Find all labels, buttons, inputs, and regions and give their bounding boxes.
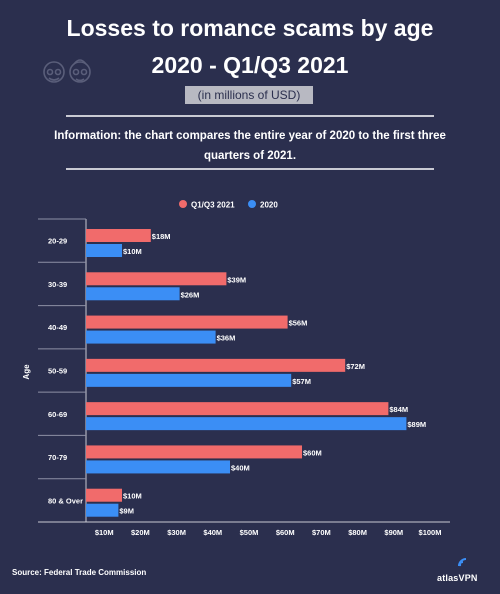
bar-data-label: $56M <box>289 319 308 328</box>
bar-data-label: $18M <box>152 232 171 241</box>
legend-marker <box>179 200 187 208</box>
bar <box>86 287 180 301</box>
bar <box>86 460 230 474</box>
x-tick-label: $70M <box>312 528 331 537</box>
category-label: 20-29 <box>48 237 67 246</box>
x-tick-label: $20M <box>131 528 150 537</box>
category-label: 50-59 <box>48 367 67 376</box>
atlasvpn-logo-icon <box>458 558 467 567</box>
bar <box>86 358 346 372</box>
bar-data-label: $26M <box>181 290 200 299</box>
x-tick-label: $60M <box>276 528 295 537</box>
category-label: 30-39 <box>48 280 67 289</box>
x-tick-label: $100M <box>419 528 442 537</box>
legend-label: 2020 <box>260 201 278 210</box>
title-line-2: 2020 - Q1/Q3 2021 <box>151 52 349 78</box>
bar <box>86 503 119 517</box>
x-tick-label: $80M <box>348 528 367 537</box>
bar <box>86 417 407 431</box>
category-label: 70-79 <box>48 453 67 462</box>
divider-top <box>66 115 434 117</box>
bar-data-label: $84M <box>389 405 408 414</box>
x-tick-label: $90M <box>384 528 403 537</box>
bar-data-label: $39M <box>227 275 246 284</box>
bar-data-label: $9M <box>119 507 134 516</box>
brand-name: atlasVPN <box>437 573 478 583</box>
x-tick-label: $30M <box>167 528 186 537</box>
bar <box>86 315 288 329</box>
bar-data-label: $40M <box>231 463 250 472</box>
bar <box>86 373 292 387</box>
bar <box>86 272 227 286</box>
category-label: 40-49 <box>48 323 67 332</box>
x-tick-label: $40M <box>203 528 222 537</box>
bar-data-label: $36M <box>217 334 236 343</box>
legend-marker <box>248 200 256 208</box>
elderly-couple-icon <box>43 59 91 83</box>
divider-bottom <box>66 168 434 170</box>
category-label: 60-69 <box>48 410 67 419</box>
bar-data-label: $10M <box>123 247 142 256</box>
source-note: Source: Federal Trade Commission <box>12 568 147 577</box>
bar <box>86 330 216 344</box>
x-tick-label: $50M <box>240 528 259 537</box>
legend-label: Q1/Q3 2021 <box>191 201 235 210</box>
units-subtitle: (in millions of USD) <box>185 86 313 104</box>
x-tick-label: $10M <box>95 528 114 537</box>
bar-data-label: $10M <box>123 492 142 501</box>
category-label: 80 & Over <box>48 496 83 505</box>
bar-data-label: $60M <box>303 448 322 457</box>
bar <box>86 488 122 502</box>
bar <box>86 244 122 257</box>
y-axis-title: Age <box>22 364 31 380</box>
bar <box>86 445 302 459</box>
info-text: Information: the chart compares the enti… <box>54 130 446 162</box>
title-line-1: Losses to romance scams by age <box>66 15 434 41</box>
bar-data-label: $89M <box>407 420 426 429</box>
bar <box>86 229 151 242</box>
bar-data-label: $57M <box>292 377 311 386</box>
bar <box>86 402 389 416</box>
bar-data-label: $72M <box>346 362 365 371</box>
